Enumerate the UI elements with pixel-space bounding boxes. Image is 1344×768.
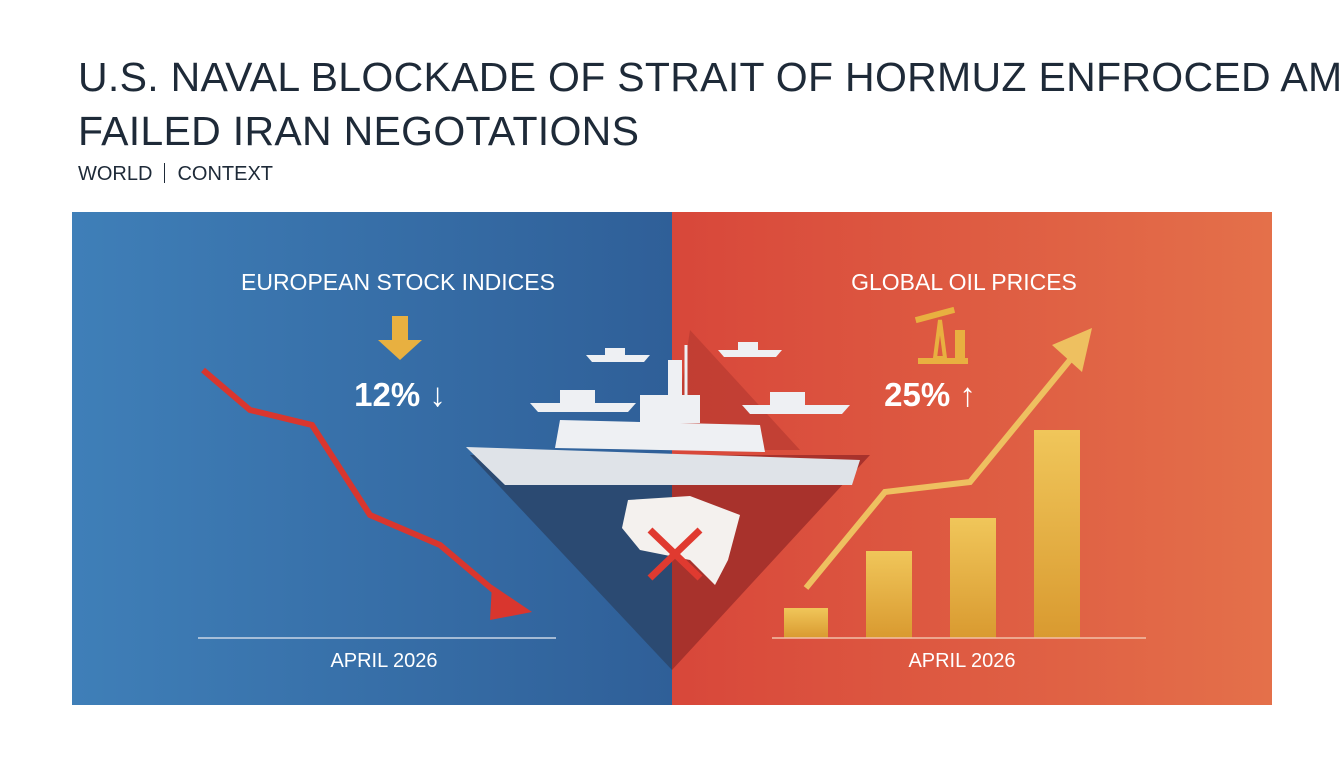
ships bbox=[466, 342, 860, 485]
shadow-wedge bbox=[672, 330, 800, 450]
kicker: WORLD CONTEXT bbox=[78, 163, 273, 186]
tag: CONTEXT bbox=[177, 163, 274, 185]
map-shape bbox=[622, 496, 740, 585]
headline-line: FAILED IRAN NEGOTATIONS bbox=[78, 108, 640, 154]
rise-arrowhead bbox=[1052, 328, 1092, 372]
rising-bars bbox=[784, 430, 1080, 638]
right-heading: GLOBAL OIL PRICES bbox=[851, 269, 1077, 295]
left-date: APRIL 2026 bbox=[330, 650, 437, 672]
down-arrow-icon bbox=[378, 316, 422, 360]
headline-line: U.S. NAVAL BLOCKADE OF STRAIT OF HORMUZ … bbox=[78, 54, 1344, 100]
shadow-left bbox=[470, 455, 672, 670]
right-date: APRIL 2026 bbox=[908, 650, 1015, 672]
decline-line bbox=[201, 367, 507, 603]
left-change: 12% ↓ bbox=[354, 376, 446, 413]
section: WORLD bbox=[78, 163, 153, 185]
left-heading: EUROPEAN STOCK INDICES bbox=[241, 269, 555, 295]
decline-arrowhead bbox=[490, 585, 532, 620]
headline: U.S. NAVAL BLOCKADE OF STRAIT OF HORMUZ … bbox=[78, 50, 1344, 158]
cross-mark bbox=[647, 527, 703, 581]
separator bbox=[164, 163, 166, 183]
oil-pump-icon bbox=[914, 306, 968, 364]
rise-line bbox=[803, 358, 1073, 590]
right-change: 25% ↑ bbox=[884, 376, 976, 413]
